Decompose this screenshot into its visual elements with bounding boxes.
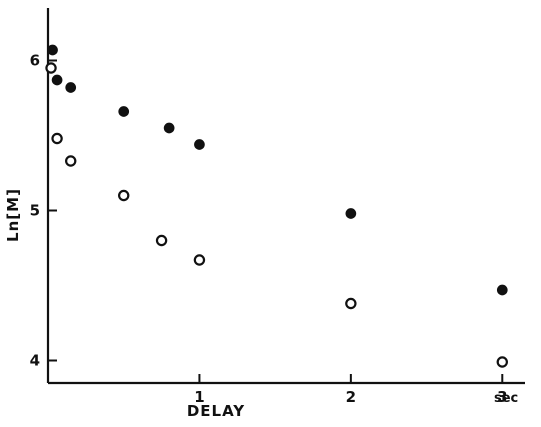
filled-point-4 <box>163 122 175 134</box>
y-tick-label-4: 4 <box>30 352 40 370</box>
filled-point-1 <box>51 74 63 86</box>
y-tick-label-5: 5 <box>30 202 40 220</box>
filled-point-2 <box>65 82 77 93</box>
data-points <box>45 44 508 368</box>
x-axis-unit-label: sec <box>494 391 518 406</box>
y-tick-label-6: 6 <box>30 52 40 70</box>
open-point-2 <box>65 155 77 167</box>
filled-point-0 <box>47 44 58 56</box>
y-ticks: 4 5 6 <box>30 52 57 370</box>
filled-point-3 <box>118 106 130 117</box>
open-point-3 <box>118 189 130 202</box>
filled-point-6 <box>345 208 357 219</box>
x-tick-label-2: 2 <box>346 388 356 406</box>
open-point-0 <box>45 62 57 74</box>
open-point-6 <box>345 297 357 310</box>
filled-point-7 <box>496 284 508 296</box>
y-axis-label: Ln[M] <box>4 188 22 242</box>
open-point-1 <box>51 132 63 145</box>
x-axis-label: DELAY <box>187 402 245 420</box>
open-point-4 <box>155 234 168 247</box>
x-tick-label-1: 1 <box>194 388 204 406</box>
filled-point-5 <box>194 139 205 150</box>
x-ticks: 1 2 3 <box>194 374 508 406</box>
open-point-7 <box>496 356 508 368</box>
open-point-5 <box>193 254 206 266</box>
x-tick-label-3: 3 <box>497 388 507 406</box>
